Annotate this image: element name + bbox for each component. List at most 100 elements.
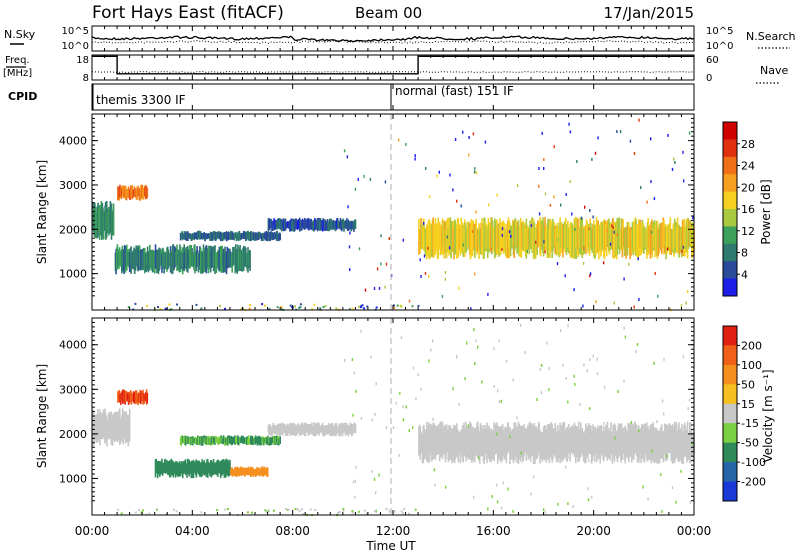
velocity-ytick-label-3: 4000 <box>59 339 87 352</box>
velocity-ground-mark <box>374 509 376 512</box>
power-scatter-mark <box>454 138 457 141</box>
power-scatter-mark <box>544 192 547 196</box>
freq-label-bottom: [MHz] <box>3 68 32 79</box>
nave-series-line <box>91 71 695 73</box>
power-scatter-mark <box>346 155 349 159</box>
power-scatter-mark <box>373 287 376 290</box>
velocity-scatter-mark <box>624 335 627 339</box>
power-ytick-label-2: 3000 <box>59 179 87 192</box>
velocity-colorbar-label: Velocity [m s⁻¹] <box>761 369 775 462</box>
power-mark-5 <box>540 220 543 250</box>
power-scatter-mark <box>456 199 458 203</box>
power-scatter-mark <box>496 193 498 197</box>
power-mark-5 <box>524 223 526 252</box>
velocity-scatter-mark <box>444 485 447 489</box>
velocity-scatter-mark <box>385 426 388 430</box>
velocity-scatter-mark <box>548 388 550 392</box>
velocity-scatter-mark <box>520 451 522 455</box>
power-scatter-mark <box>402 238 404 242</box>
velocity-scatter-mark <box>428 359 430 363</box>
velocity-scatter-mark <box>635 350 637 354</box>
time-tick-label-6: 00:00 <box>677 524 712 538</box>
velocity-scatter-mark <box>355 389 357 393</box>
power-scatter-mark <box>516 184 519 188</box>
power-ground-mark <box>200 307 203 310</box>
velocity-scatter-mark <box>360 329 362 333</box>
power-colorbar-label-3: 16 <box>741 203 755 216</box>
velocity-scatter-mark <box>415 397 417 401</box>
power-scatter-mark <box>543 158 545 161</box>
power-scatter-mark <box>564 274 566 278</box>
power-ground-mark <box>319 307 322 310</box>
velocity-scatter-mark <box>354 479 357 483</box>
cpid-mode-1: themis 3300 IF <box>96 93 186 107</box>
velocity-ticks: 1000 2000 3000 4000 <box>59 321 694 502</box>
velocity-scatter-mark <box>590 460 593 464</box>
velocity-scatter-mark <box>452 387 454 391</box>
power-ylabel: Slant Range [km] <box>35 160 49 264</box>
power-scatter-mark <box>633 152 636 155</box>
velocity-ground-mark <box>414 508 417 511</box>
velocity-colorbar-cell-4 <box>723 403 737 424</box>
power-scatter-mark <box>650 180 652 184</box>
power-ground-mark <box>289 304 292 307</box>
velocity-ytick-label-2: 3000 <box>59 383 87 396</box>
velocity-ground-mark <box>294 508 297 510</box>
velocity-ground-mark <box>336 511 339 514</box>
power-scatter-mark <box>501 227 504 231</box>
power-mark-4 <box>306 218 309 229</box>
velocity-scatter-mark <box>456 354 458 358</box>
velocity-scatter-mark <box>344 358 346 362</box>
power-scatter-mark <box>588 227 590 231</box>
power-mark-4 <box>354 219 357 229</box>
power-scatter-mark <box>470 307 472 311</box>
velocity-scatter-mark <box>352 480 355 484</box>
power-scatter-mark <box>357 177 359 181</box>
velocity-ground-mark <box>138 508 141 511</box>
power-ground-mark <box>351 307 354 310</box>
velocity-scatter-mark <box>572 505 574 509</box>
power-scatter-mark <box>576 160 578 163</box>
power-scatter-mark <box>343 149 346 153</box>
power-scatter-mark <box>364 288 367 292</box>
power-scatter-mark <box>574 227 576 231</box>
power-ground-mark <box>268 308 271 311</box>
power-mark-5 <box>455 224 457 250</box>
velocity-scatter-mark <box>586 369 588 373</box>
velocity-colorbar-label-7: -200 <box>741 476 766 489</box>
velocity-mark-6 <box>567 426 569 459</box>
power-scatter-mark <box>530 224 533 228</box>
power-scatter-mark <box>553 195 555 199</box>
time-axis: 00:00 04:00 08:00 12:00 16:00 20:00 00:00 <box>75 26 712 538</box>
power-scatter-mark <box>571 212 573 216</box>
power-scatter-mark <box>363 174 365 178</box>
velocity-scatter-mark <box>623 326 625 330</box>
velocity-panel-frame <box>91 317 695 516</box>
power-scatter-mark <box>449 173 451 177</box>
power-mark-5 <box>610 222 612 249</box>
velocity-ground-mark <box>357 510 360 513</box>
velocity-ground-mark <box>141 509 144 512</box>
power-scatter-mark <box>650 230 653 234</box>
velocity-scatter-mark <box>557 502 559 506</box>
velocity-colorbar-cell-1 <box>723 345 737 366</box>
power-ground-mark <box>298 306 301 309</box>
power-ground-mark <box>168 303 171 306</box>
freq-label-top: Freq. <box>5 55 30 66</box>
power-colorbar-cell-2 <box>723 156 737 175</box>
velocity-ground-mark <box>408 512 411 515</box>
velocity-mark-6 <box>562 422 564 456</box>
power-mark-5 <box>653 228 655 249</box>
velocity-ground-mark <box>351 510 354 512</box>
power-mark-5 <box>626 221 629 256</box>
velocity-colorbar-label-2: 50 <box>741 378 755 391</box>
velocity-ground-mark <box>200 511 203 514</box>
velocity-scatter-mark <box>524 351 526 354</box>
power-scatter-mark <box>388 237 390 241</box>
noise-left-label: N.Sky <box>4 28 36 41</box>
velocity-scatter-mark <box>467 424 469 428</box>
power-ground-mark <box>360 305 363 308</box>
velocity-scatter-mark <box>432 417 434 421</box>
velocity-scatter-mark <box>498 400 501 404</box>
power-mark-0 <box>112 203 115 236</box>
